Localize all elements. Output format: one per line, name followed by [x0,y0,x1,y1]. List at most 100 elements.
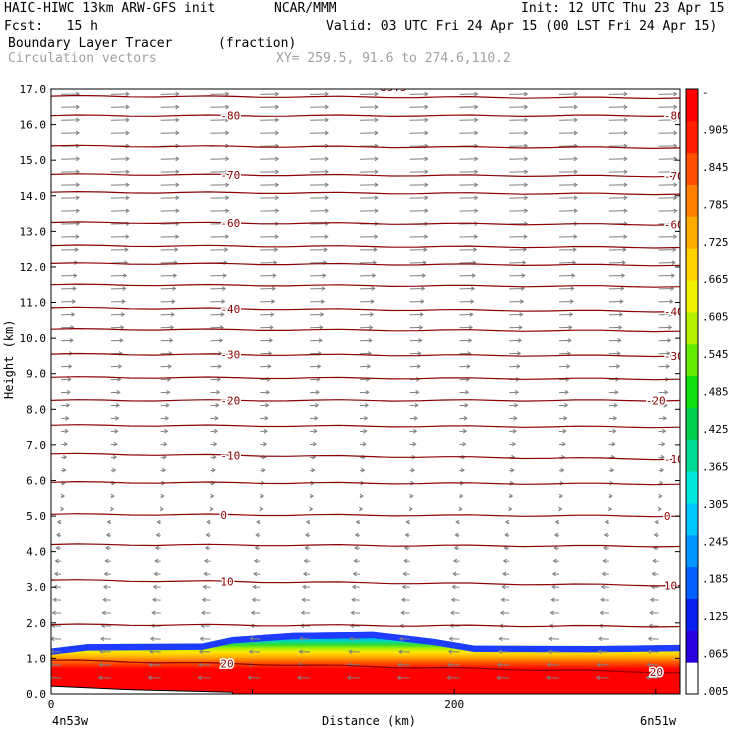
circulation-vector [459,415,468,421]
circulation-vector [509,428,517,434]
circulation-vector [597,649,609,655]
circulation-vector [354,545,360,551]
circulation-vector [260,286,276,291]
circulation-vector [404,532,410,538]
y-tick-label: 10.0 [20,332,47,345]
circulation-vector [496,662,510,668]
circulation-vector [653,532,659,538]
circulation-vector [459,104,479,110]
circulation-vector [110,415,120,421]
circulation-vector [359,234,379,240]
colorbar-swatch [686,280,698,313]
x-tick-label: 200 [444,698,464,711]
circulation-vector [551,584,560,590]
circulation-vector [260,260,278,265]
circulation-vector [110,117,130,123]
circulation-vector [559,299,575,304]
circulation-vector [253,571,261,577]
circulation-vector [310,130,329,136]
circulation-vector [459,195,479,201]
circulation-vector [599,610,609,616]
contour-label: -20 [646,394,666,407]
circulation-vector [359,402,369,408]
circulation-vector [509,91,529,97]
circulation-vector [354,532,360,538]
circulation-vector [502,558,510,564]
circulation-vector [558,506,563,512]
colorbar-label: .305 [702,498,729,511]
circulation-vector [61,467,67,473]
circulation-vector [658,441,666,447]
colorbar-label: - [702,86,709,99]
circulation-vector [359,325,374,330]
circulation-vector [355,519,360,525]
temperature-contour [51,221,680,226]
circulation-vector [210,156,230,162]
circulation-vector [310,390,320,395]
circulation-vector [260,325,274,330]
tracer-top-band [51,631,680,655]
circulation-vector [160,273,178,278]
circulation-vector [600,597,609,603]
circulation-vector [657,506,662,512]
circulation-vector [459,312,474,317]
contour-label: -10 [664,453,684,466]
circulation-vector [559,156,578,162]
circulation-vector [351,597,360,603]
circulation-vector [559,234,578,240]
field-units: (fraction) [218,36,297,51]
contour-label: 20 [220,658,233,671]
circulation-vector [509,104,529,110]
circulation-vector [459,325,473,330]
circulation-vector [210,195,230,201]
colorbar-swatch [686,502,698,536]
circulation-vector [160,247,179,252]
circulation-vector [409,480,415,486]
colorbar-swatch [686,598,698,631]
colorbar-swatch [686,311,698,345]
circulation-vector [559,338,572,343]
circulation-vector [459,493,464,499]
circulation-vector [608,169,628,175]
circulation-vector [61,234,80,240]
circulation-vector [260,467,266,473]
circulation-vector [160,415,170,421]
temperature-contour [51,327,680,333]
circulation-vector [459,402,469,408]
circulation-vector [459,441,467,447]
circulation-vector [448,636,460,642]
circulation-vector [260,338,274,343]
circulation-vector [159,506,164,512]
colorbar-swatch [686,630,698,663]
circulation-vector [459,299,475,304]
circulation-vector [459,91,479,97]
circulation-vector [260,117,280,123]
circulation-vector [400,597,410,603]
colorbar-label: .125 [702,610,729,623]
temperature-contour [51,579,680,587]
circulation-vector [310,364,322,369]
circulation-vector [51,662,62,668]
circulation-vector [658,104,678,110]
circulation-vector [402,571,410,577]
circulation-vector [359,273,377,278]
circulation-vector [359,390,370,395]
circulation-vector [509,260,527,265]
circulation-vector [302,571,311,577]
circulation-vector [509,390,520,395]
temperature-contour [51,452,680,461]
circulation-vector [198,649,211,655]
circulation-vector [61,454,68,460]
colorbar-label: .845 [702,161,729,174]
circulation-vector [210,247,229,252]
circulation-vector [203,571,211,577]
circulation-vector [409,364,421,369]
colorbar-label: .065 [702,648,729,661]
circulation-vector [459,247,478,252]
colorbar-label: .665 [702,273,729,286]
circulation-vector [509,208,529,214]
circulation-vector [110,195,130,201]
circulation-vector [658,402,668,408]
terrain [51,685,233,694]
circulation-vector [658,312,673,317]
